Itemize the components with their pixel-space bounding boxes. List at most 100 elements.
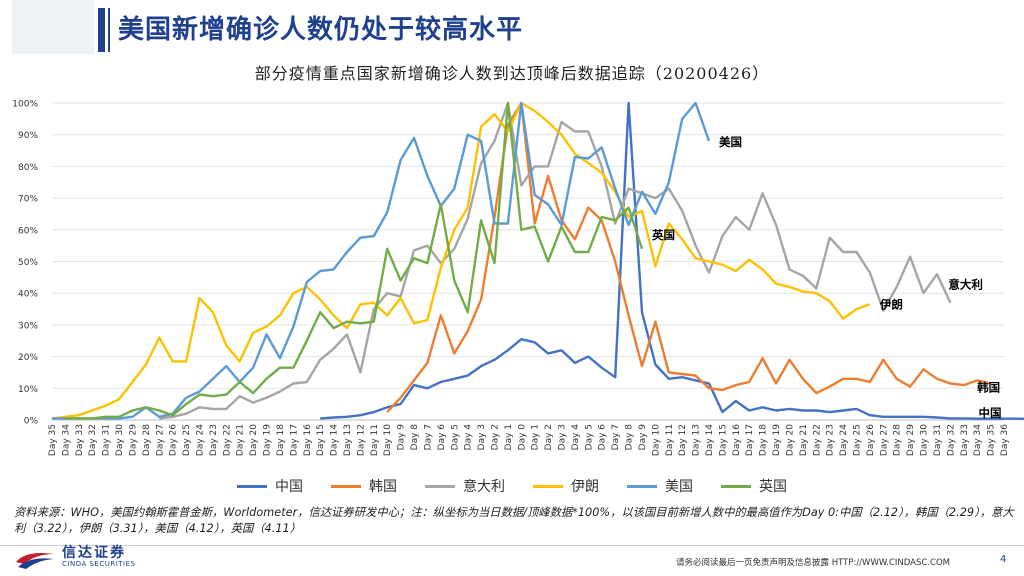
x-tick-label: Day 20 (785, 424, 795, 456)
line-chart: 0%10%20%30%40%50%60%70%80%90%100%Day 35 D… (12, 100, 1024, 456)
y-tick-label: 80% (18, 163, 38, 173)
y-tick-label: 50% (18, 258, 38, 268)
x-tick-label: Day 34 (973, 424, 983, 456)
legend-item: 意大利 (425, 476, 505, 496)
legend-swatch (627, 484, 657, 488)
x-tick-label: Day 30 (920, 424, 930, 456)
x-tick-label: Day 17 (289, 424, 299, 456)
x-tick-label: Day 16 (732, 424, 742, 456)
x-tick-label: Day 13 (692, 424, 702, 456)
page-number: 4 (1000, 554, 1007, 565)
chart-title: 部分疫情重点国家新增确诊人数到达顶峰后数据追踪（20200426） (254, 64, 770, 83)
series-line-英国 (65, 101, 644, 420)
legend-label: 中国 (275, 479, 303, 495)
x-tick-label: Day 17 (745, 424, 755, 456)
x-tick-label: Day 7 (423, 424, 433, 450)
legend-label: 意大利 (463, 479, 505, 495)
title-accent-bar (98, 8, 105, 52)
legend-swatch (721, 484, 751, 488)
y-tick-label: 70% (18, 195, 38, 205)
x-tick-label: Day 5 (450, 424, 460, 450)
x-tick-label: Day 31 (102, 424, 112, 456)
x-tick-label: Day 32 (88, 424, 98, 456)
x-tick-label: Day 15 (316, 424, 326, 456)
x-tick-label: Day 27 (155, 424, 165, 456)
x-tick-label: Day 11 (370, 424, 380, 456)
x-tick-label: Day 36 (1000, 424, 1010, 456)
y-tick-label: 60% (18, 226, 38, 236)
x-tick-label: Day 29 (906, 424, 916, 456)
x-tick-label: Day 6 (437, 424, 447, 451)
legend-label: 美国 (665, 479, 693, 495)
series-line-韩国 (386, 101, 991, 413)
x-tick-label: Day 23 (209, 424, 219, 456)
x-tick-label: Day 10 (383, 424, 393, 456)
series-line-意大利 (159, 101, 952, 420)
x-tick-label: Day 22 (812, 424, 822, 456)
series-line-美国 (52, 101, 711, 420)
x-tick-label: Day 10 (651, 424, 661, 456)
x-tick-label: Day 14 (705, 424, 715, 456)
y-tick-label: 30% (18, 321, 38, 331)
legend-swatch (425, 484, 455, 488)
x-tick-label: Day 28 (893, 424, 903, 456)
x-tick-label: Day 7 (611, 424, 621, 450)
y-tick-label: 10% (18, 385, 38, 395)
x-tick-label: Day 1 (504, 424, 514, 450)
title-accent-line (108, 8, 110, 52)
x-tick-label: Day 31 (933, 424, 943, 456)
legend-item: 英国 (721, 476, 787, 496)
x-tick-label: Day 19 (772, 424, 782, 456)
end-label-英国: 英国 (651, 228, 675, 242)
x-tick-label: Day 2 (490, 424, 500, 450)
x-tick-label: Day 33 (960, 424, 970, 456)
x-tick-label: Day 13 (343, 424, 353, 456)
x-tick-label: Day 14 (330, 424, 340, 456)
x-tick-label: Day 26 (169, 424, 179, 456)
x-tick-label: Day 3 (558, 424, 568, 450)
x-tick-label: Day 32 (946, 424, 956, 456)
x-tick-label: Day 26 (866, 424, 876, 456)
x-tick-label: Day 35 (48, 424, 58, 456)
legend-swatch (331, 484, 361, 488)
x-tick-label: Day 8 (625, 424, 635, 451)
legend-item: 韩国 (331, 476, 397, 496)
x-tick-label: Day 23 (826, 424, 836, 456)
legend-label: 英国 (759, 479, 787, 495)
disclaimer-text: 请务必阅读最后一页免责声明及信息披露 HTTP://WWW.CINDASC.CO… (676, 558, 950, 568)
x-tick-label: Day 2 (544, 424, 554, 450)
x-tick-label: Day 22 (222, 424, 232, 456)
x-tick-label: Day 18 (276, 424, 286, 456)
legend-item: 伊朗 (533, 476, 599, 496)
end-label-美国: 美国 (719, 135, 742, 149)
legend-swatch (237, 484, 267, 488)
logo-cn-text: 信达证券 (62, 545, 126, 561)
x-tick-label: Day 21 (799, 424, 809, 456)
x-tick-label: Day 24 (839, 424, 849, 456)
x-tick-label: Day 28 (142, 424, 152, 456)
x-tick-label: Day 9 (638, 424, 648, 451)
x-tick-label: Day 33 (75, 424, 85, 456)
x-tick-label: Day 20 (249, 424, 259, 456)
x-tick-label: Day 16 (303, 424, 313, 456)
x-tick-label: Day 35 (987, 424, 997, 456)
x-tick-label: Day 29 (128, 424, 138, 456)
source-note: 资料来源：WHO，美国约翰斯霍普金斯，Worldometer，信达证券研发中心；… (14, 506, 1014, 535)
x-tick-label: Day 30 (115, 424, 125, 456)
x-tick-label: Day 19 (263, 424, 273, 456)
x-tick-label: Day 12 (678, 424, 688, 456)
chart-legend: 中国 韩国 意大利 伊朗 美国 英国 (0, 476, 1024, 496)
slide-title: 美国新增确诊人数仍处于较高水平 (118, 15, 524, 45)
end-label-意大利: 意大利 (948, 278, 983, 292)
x-tick-label: Day 25 (182, 424, 192, 456)
x-tick-label: Day 25 (853, 424, 863, 456)
x-tick-label: Day 4 (464, 424, 474, 451)
y-tick-label: 20% (18, 353, 38, 363)
legend-label: 伊朗 (571, 479, 599, 495)
x-tick-label: Day 27 (879, 424, 889, 456)
x-tick-label: Day 11 (665, 424, 675, 456)
series-line-伊朗 (51, 101, 871, 420)
x-tick-label: Day 9 (397, 424, 407, 451)
header-band (12, 0, 94, 54)
y-tick-label: 40% (18, 290, 38, 300)
